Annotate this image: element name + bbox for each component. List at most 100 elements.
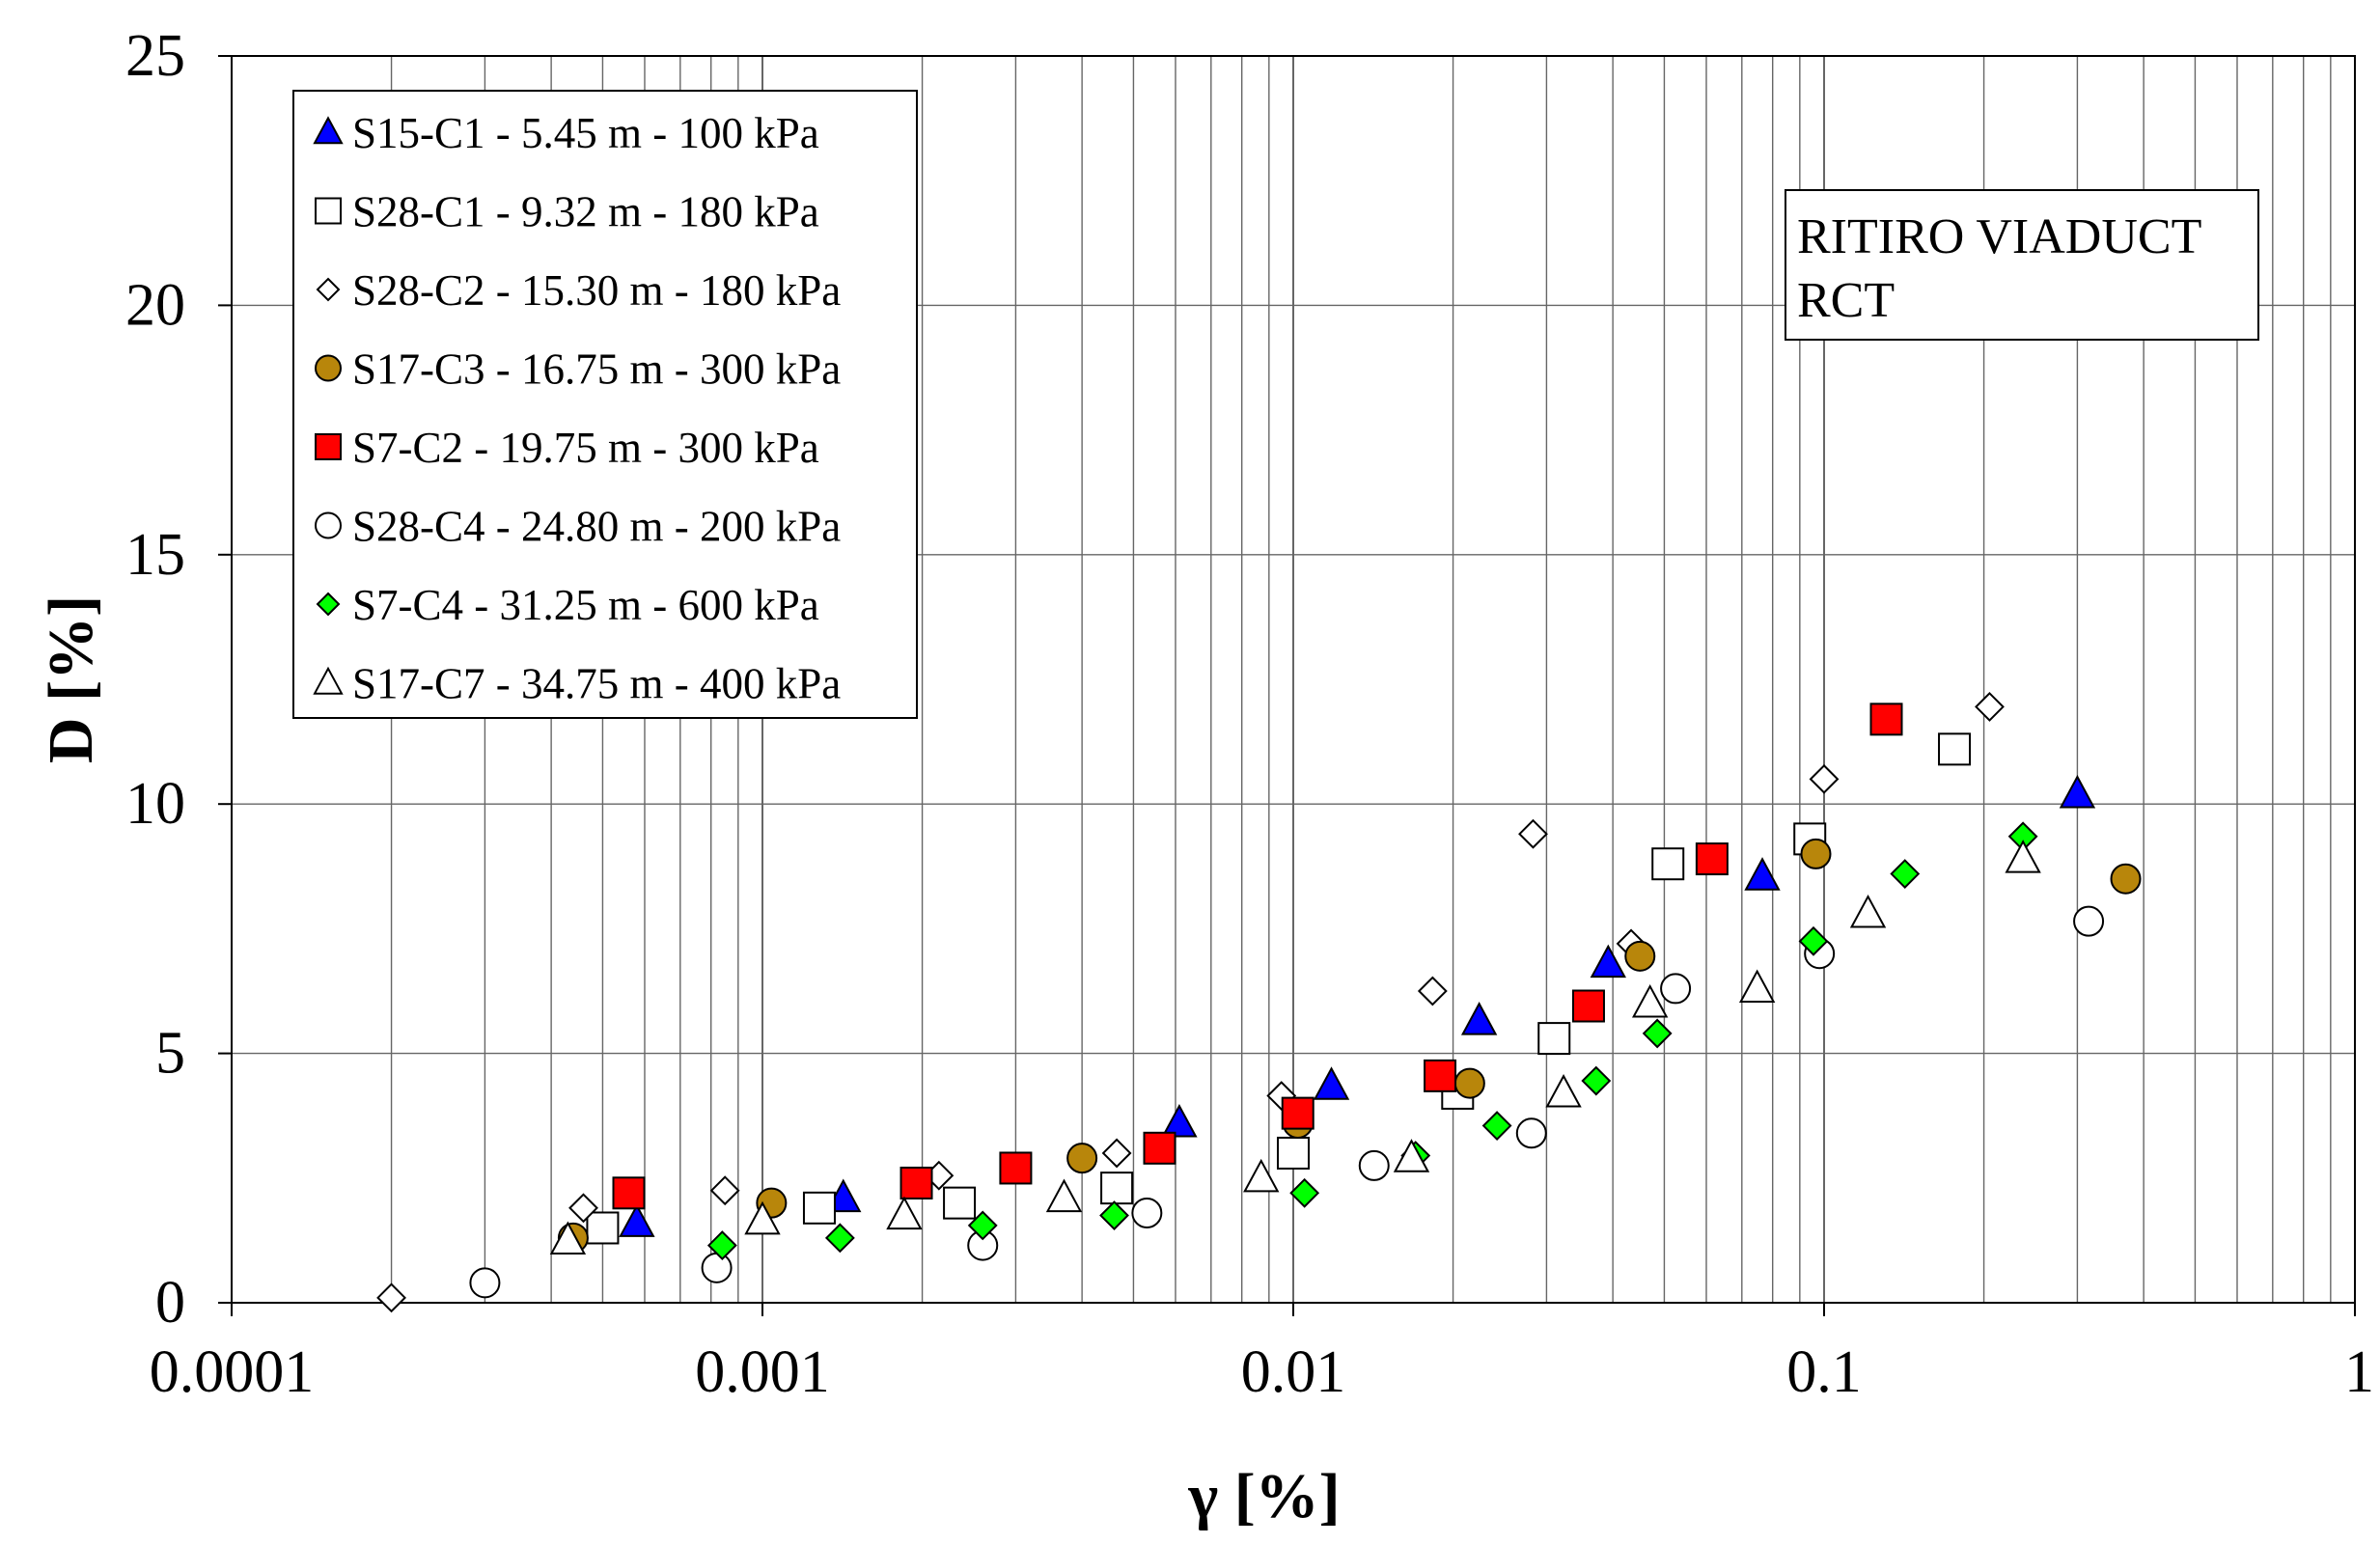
legend-marker bbox=[316, 277, 341, 302]
data-point bbox=[2073, 905, 2105, 937]
legend-label: S7-C4 - 31.25 m - 600 kPa bbox=[352, 581, 819, 629]
legend-items: S15-C1 - 5.45 m - 100 kPa S28-C1 - 9.32 m… bbox=[313, 109, 841, 708]
data-point bbox=[1590, 944, 1626, 979]
legend-marker bbox=[313, 666, 344, 695]
data-point bbox=[1066, 1143, 1098, 1174]
data-point bbox=[1358, 1149, 1390, 1181]
data-point bbox=[1277, 1136, 1310, 1170]
data-point bbox=[967, 1210, 998, 1241]
legend-label: S17-C7 - 34.75 m - 400 kPa bbox=[352, 660, 841, 708]
data-point bbox=[568, 1193, 598, 1224]
y-tick-label: 20 bbox=[125, 272, 185, 338]
data-point bbox=[612, 1176, 646, 1210]
data-point bbox=[586, 1211, 620, 1245]
legend-marker bbox=[315, 354, 342, 382]
data-point bbox=[619, 1203, 655, 1237]
data-markers bbox=[376, 692, 2142, 1313]
data-point bbox=[1417, 976, 1448, 1006]
data-point bbox=[824, 1223, 855, 1254]
data-point bbox=[1537, 1022, 1571, 1056]
x-axis-title: γ [%] bbox=[1187, 1461, 1340, 1531]
legend-label: S15-C1 - 5.45 m - 100 kPa bbox=[352, 109, 819, 157]
y-axis-title: D [%] bbox=[36, 595, 106, 763]
y-tick-label: 5 bbox=[155, 1021, 185, 1087]
data-point bbox=[1545, 1073, 1582, 1108]
data-point bbox=[1938, 732, 1972, 766]
annotation-box: RITIRO VIADUCT RCT bbox=[1785, 189, 2259, 341]
data-point bbox=[1975, 692, 2005, 722]
data-point bbox=[1099, 1200, 1129, 1230]
data-point bbox=[1624, 940, 1656, 972]
legend: S15-C1 - 5.45 m - 100 kPa S28-C1 - 9.32 m… bbox=[292, 90, 918, 719]
data-point bbox=[1481, 1111, 1512, 1141]
data-point bbox=[1515, 1117, 1547, 1149]
data-point bbox=[2059, 774, 2096, 809]
legend-label: S28-C1 - 9.32 m - 180 kPa bbox=[352, 188, 819, 236]
legend-marker bbox=[313, 116, 344, 145]
legend-box bbox=[292, 90, 918, 719]
data-point bbox=[1289, 1177, 1320, 1208]
data-point bbox=[1744, 857, 1781, 891]
data-point bbox=[1581, 1065, 1612, 1096]
data-point bbox=[709, 1175, 740, 1206]
legend-label: S7-C2 - 19.75 m - 300 kPa bbox=[352, 424, 819, 472]
y-tick-label: 0 bbox=[155, 1270, 185, 1336]
x-tick-label: 0.1 bbox=[1786, 1339, 1862, 1405]
data-point bbox=[1453, 1067, 1485, 1099]
data-point bbox=[1100, 1172, 1134, 1205]
data-point bbox=[999, 1151, 1033, 1185]
data-point bbox=[706, 1230, 737, 1260]
data-point bbox=[1695, 842, 1729, 876]
legend-marker bbox=[315, 197, 342, 225]
data-point bbox=[1571, 989, 1605, 1023]
data-point bbox=[1631, 983, 1669, 1018]
data-point bbox=[1800, 838, 1832, 869]
data-point bbox=[1460, 1002, 1498, 1035]
data-point bbox=[886, 1196, 923, 1230]
data-point bbox=[2005, 840, 2041, 873]
data-point bbox=[1869, 703, 1903, 736]
data-point bbox=[1890, 859, 1921, 889]
legend-label: S17-C3 - 16.75 m - 300 kPa bbox=[352, 345, 841, 394]
data-point bbox=[1313, 1066, 1350, 1100]
y-axis-ticks: 0 5 10 15 20 25 bbox=[125, 23, 232, 1336]
legend-marker bbox=[315, 511, 342, 539]
y-tick-label: 15 bbox=[125, 522, 185, 588]
legend-label: S28-C2 - 15.30 m - 180 kPa bbox=[352, 266, 841, 315]
data-point bbox=[1143, 1131, 1176, 1165]
data-point bbox=[1849, 894, 1887, 928]
data-point bbox=[1101, 1138, 1132, 1169]
data-point bbox=[1518, 818, 1548, 849]
data-point bbox=[469, 1267, 501, 1299]
legend-marker bbox=[316, 592, 341, 617]
x-axis-ticks: 0.0001 0.001 0.01 0.1 1 bbox=[150, 1303, 2374, 1405]
data-point bbox=[1393, 1139, 1430, 1172]
data-point bbox=[1798, 925, 1829, 956]
data-point bbox=[899, 1166, 933, 1199]
x-tick-label: 0.001 bbox=[695, 1339, 830, 1405]
data-point bbox=[2110, 863, 2142, 895]
x-tick-label: 0.0001 bbox=[150, 1339, 315, 1405]
data-point bbox=[1642, 1018, 1673, 1049]
data-point bbox=[701, 1252, 733, 1283]
data-point bbox=[1161, 1103, 1198, 1138]
data-point bbox=[1281, 1096, 1315, 1130]
data-point bbox=[1738, 969, 1776, 1004]
annotation-frame bbox=[1785, 189, 2259, 341]
x-tick-label: 0.01 bbox=[1241, 1339, 1346, 1405]
data-point bbox=[376, 1282, 406, 1313]
data-point bbox=[1243, 1158, 1280, 1193]
data-point bbox=[744, 1200, 781, 1235]
data-point bbox=[1651, 847, 1685, 881]
data-point bbox=[1045, 1178, 1083, 1213]
legend-label: S28-C4 - 24.80 m - 200 kPa bbox=[352, 503, 841, 551]
data-point bbox=[943, 1186, 977, 1220]
legend-marker bbox=[315, 433, 342, 460]
x-tick-label: 1 bbox=[2344, 1339, 2374, 1405]
data-point bbox=[1809, 763, 1840, 794]
data-point bbox=[1131, 1197, 1163, 1228]
y-tick-label: 10 bbox=[125, 771, 185, 837]
data-point bbox=[1660, 973, 1692, 1005]
y-tick-label: 25 bbox=[125, 23, 185, 89]
